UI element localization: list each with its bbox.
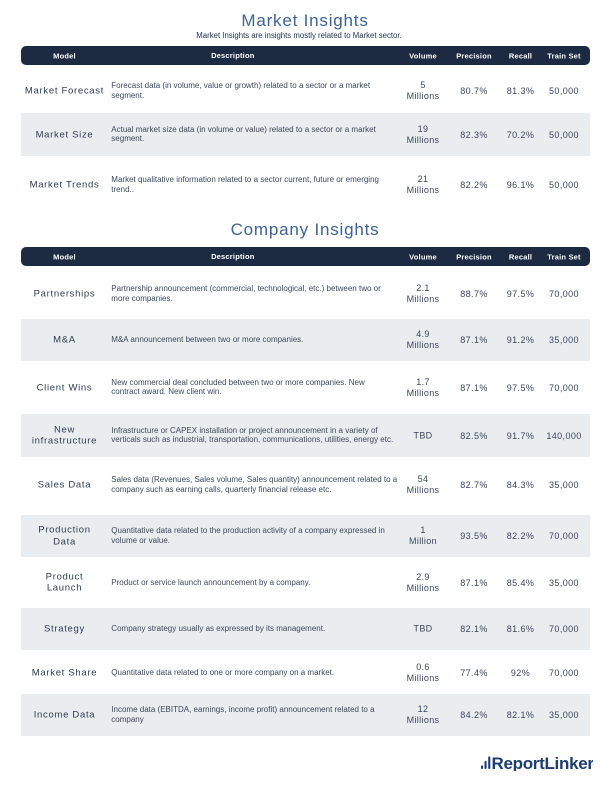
- svg-text:ReportLinker: ReportLinker: [492, 754, 594, 771]
